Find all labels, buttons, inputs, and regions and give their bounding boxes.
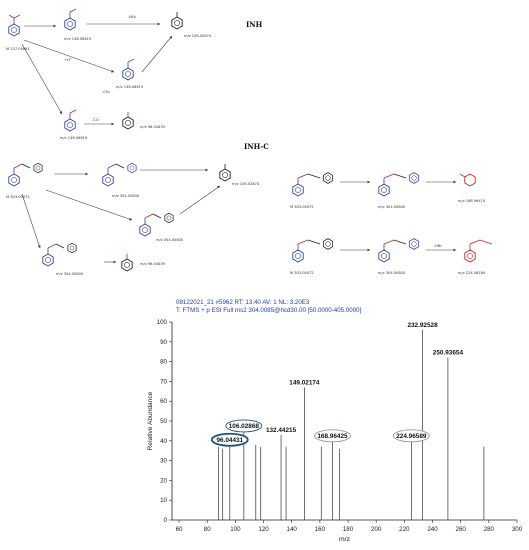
- peak-label-ring: [392, 429, 430, 443]
- peak-label: 106.02868: [229, 423, 260, 430]
- y-tick-label: 100: [157, 319, 168, 326]
- inh-ion-molecule-2: [122, 58, 135, 81]
- inh-product-top-mass: m/z 106.02874: [184, 34, 212, 38]
- y-tick-label: 50: [160, 418, 167, 425]
- x-tick-label: 200: [371, 526, 382, 533]
- peak-label: 149.02174: [289, 379, 320, 386]
- inhc-right-product-1: [459, 173, 476, 187]
- x-tick-label: 260: [456, 526, 467, 533]
- inh-section-title: INH: [246, 20, 263, 29]
- inhc-ion-molecule-1: [102, 162, 137, 187]
- inh-arrow-label-nh3: -NH₃: [128, 15, 137, 19]
- x-axis-label: m/z: [339, 536, 351, 543]
- x-tick-label: 240: [427, 526, 438, 533]
- inh-arrow-label-h: +H⁺: [64, 58, 72, 62]
- x-tick-label: 220: [399, 526, 410, 533]
- peak-label-ring: [210, 432, 249, 447]
- y-tick-label: 30: [160, 458, 167, 465]
- inhc-right-parent-1: [292, 172, 334, 197]
- inhc-right-parent-mass-1: M 303.00072: [290, 205, 314, 209]
- inhc-product-bottom-mass: m/z 96.04439: [140, 262, 165, 266]
- y-tick-label: 90: [160, 339, 167, 346]
- inhc-right-ion-mass-2: m/z 304.00800: [378, 271, 406, 275]
- x-tick-label: 180: [343, 526, 354, 533]
- y-tick-label: 60: [160, 398, 167, 405]
- inhc-parent-molecule: [8, 162, 43, 187]
- inh-ion-mass-2: m/z 138.06619: [116, 85, 144, 89]
- inh-ion-molecule-3: [64, 109, 77, 132]
- inhc-ion-mass-3: m/z 304.00800: [56, 272, 84, 276]
- spectrum-header-line2: T: FTMS + p ESI Full ms2 304.0085@hcd30.…: [176, 307, 362, 314]
- y-tick-label: 10: [160, 497, 167, 504]
- inhc-right-ion-mass-1: m/z 304.00800: [378, 205, 406, 209]
- y-tick-label: 40: [160, 438, 167, 445]
- inhc-product-top-mass: m/z 106.02874: [232, 182, 260, 186]
- y-tick-label: 80: [160, 359, 167, 366]
- inh-product-molecule-top: [171, 12, 183, 30]
- y-tick-label: 0: [164, 517, 168, 524]
- x-tick-label: 100: [230, 526, 241, 533]
- inhc-ion-mass-2: m/z 304.00800: [156, 238, 184, 242]
- inhc-right-product-mass-1: m/z 168.96474: [458, 199, 486, 203]
- inhc-right-parent-2: [292, 238, 334, 263]
- inhc-parent-mass: M 303.00072: [6, 195, 30, 199]
- reaction-scheme: [8, 8, 493, 272]
- inhc-section-title: INH-C: [244, 142, 269, 151]
- x-tick-label: 60: [176, 526, 183, 533]
- inhc-right-arrows: [340, 180, 457, 252]
- peak-label: 168.96425: [317, 433, 348, 440]
- x-tick-label: 80: [204, 526, 211, 533]
- x-tick-label: 160: [315, 526, 326, 533]
- inhc-ion-mass-1: m/z 304.00800: [112, 194, 140, 198]
- inh-parent-mass: M 137.05891: [6, 47, 30, 51]
- peak-label: 250.93654: [433, 350, 464, 357]
- inh-product-molecule-bottom: [122, 112, 134, 130]
- peak-label: 132.44215: [266, 427, 297, 434]
- inhc-right-arrow-label-hbr: -HBr: [434, 244, 442, 248]
- x-tick-label: 120: [258, 526, 269, 533]
- inh-arrow-label-ch3: -CH₃: [102, 90, 110, 94]
- inhc-right-ion-2: [378, 238, 420, 263]
- spectrum-header-line1: 08122021_21 #5962 RT: 13.40 AV: 1 NL: 3.…: [176, 299, 310, 306]
- peak-label: 232.92528: [407, 322, 438, 329]
- peak-label: 96.04431: [216, 437, 243, 444]
- y-tick-label: 20: [160, 477, 167, 484]
- inh-ion-mass-3: m/z 138.06619: [60, 136, 88, 140]
- inhc-product-molecule-bottom: [121, 254, 133, 272]
- x-tick-label: 280: [484, 526, 495, 533]
- x-tick-label: 300: [512, 526, 523, 533]
- inh-parent-molecule: [8, 14, 21, 37]
- peak-label-ring: [225, 419, 263, 433]
- inhc-right-product-mass-2: m/z 224.08184: [458, 271, 486, 275]
- inhc-right-parent-mass-2: M 303.00072: [290, 271, 314, 275]
- x-tick-label: 140: [287, 526, 298, 533]
- inhc-right-product-2: [464, 239, 493, 263]
- inhc-product-molecule-top: [219, 164, 231, 182]
- inh-ion-molecule-1: [64, 8, 77, 31]
- peak-label: 224.96589: [396, 433, 427, 440]
- y-axis-label: Relative Abundance: [147, 391, 154, 450]
- y-tick-label: 70: [160, 378, 167, 385]
- inh-arrow-label-co: -CO: [92, 118, 99, 122]
- inhc-arrows: [21, 168, 221, 264]
- inhc-right-ion-1: [378, 172, 420, 197]
- inh-arrows: [21, 22, 173, 126]
- inhc-ion-molecule-2: [139, 212, 174, 237]
- inh-ion-mass-1: m/z 138.06619: [64, 37, 92, 41]
- inh-product-bottom-mass: m/z 96.04439: [140, 125, 165, 129]
- inhc-ion-molecule-3: [42, 242, 77, 267]
- peak-label-ring: [314, 429, 351, 443]
